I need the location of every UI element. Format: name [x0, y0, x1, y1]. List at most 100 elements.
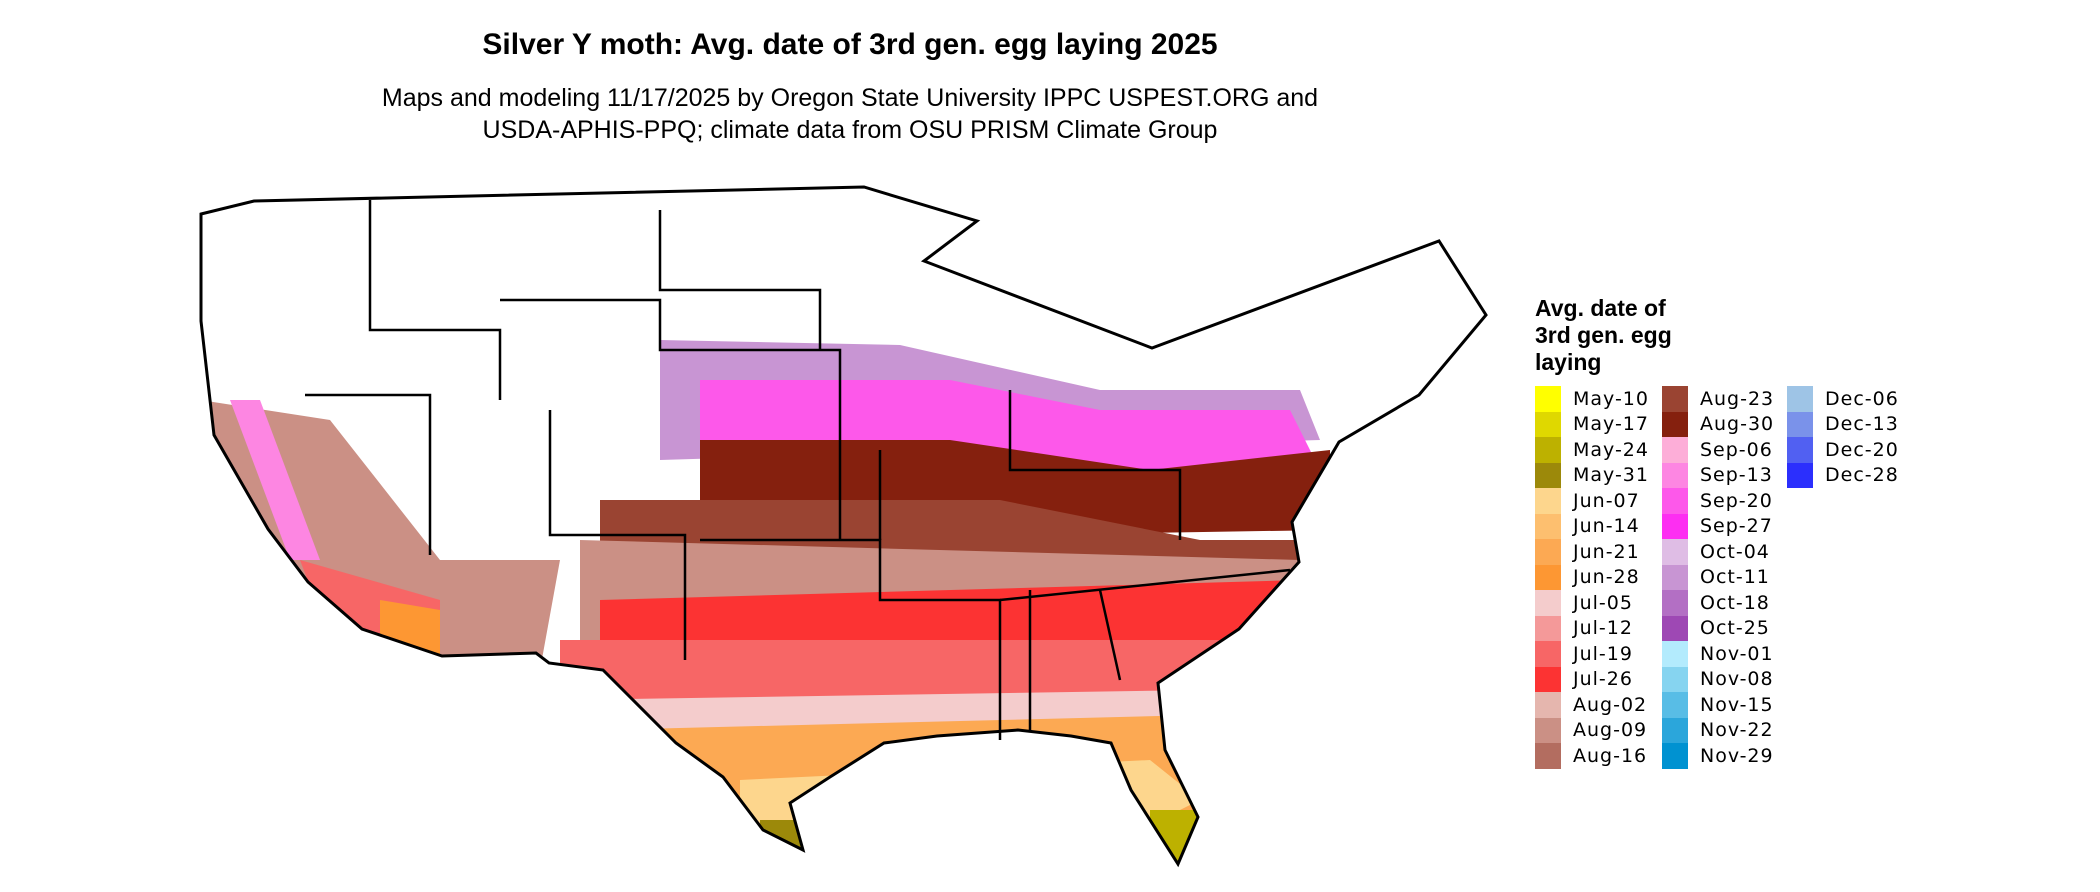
- legend-item: Aug-09: [1535, 717, 1657, 743]
- legend-label: Dec-13: [1825, 413, 1899, 436]
- legend-swatch: [1662, 692, 1688, 718]
- legend-item: Dec-06: [1787, 386, 1909, 412]
- legend-swatch: [1535, 717, 1561, 743]
- legend-item: Aug-23: [1662, 386, 1784, 412]
- legend-item: May-17: [1535, 411, 1657, 437]
- legend-swatch: [1662, 666, 1688, 692]
- legend-item: Oct-18: [1662, 590, 1784, 616]
- band-may-fl: [1150, 810, 1210, 864]
- legend-label: Aug-16: [1573, 744, 1648, 767]
- legend-swatch: [1787, 437, 1813, 463]
- legend-label: Nov-22: [1700, 719, 1774, 742]
- legend-swatch: [1535, 411, 1561, 437]
- legend-swatch: [1535, 437, 1561, 463]
- legend-swatch: [1535, 692, 1561, 718]
- legend-swatch: [1662, 717, 1688, 743]
- legend-item: Nov-22: [1662, 717, 1784, 743]
- legend-swatch: [1662, 743, 1688, 769]
- map-title: Silver Y moth: Avg. date of 3rd gen. egg…: [482, 28, 1218, 61]
- legend-label: Nov-29: [1700, 744, 1774, 767]
- legend-label: Oct-25: [1700, 617, 1770, 640]
- legend-label: May-17: [1573, 413, 1649, 436]
- legend-swatch: [1535, 564, 1561, 590]
- legend-label: Oct-04: [1700, 540, 1770, 563]
- legend-swatch: [1535, 666, 1561, 692]
- legend-label: Jul-26: [1573, 668, 1633, 691]
- legend-swatch: [1662, 564, 1688, 590]
- legend-item: Dec-20: [1787, 437, 1909, 463]
- band-may: [760, 820, 820, 864]
- legend-swatch: [1662, 488, 1688, 514]
- legend-item: Oct-25: [1662, 615, 1784, 641]
- legend-label: Jun-14: [1573, 515, 1640, 538]
- legend-item: May-24: [1535, 437, 1657, 463]
- legend-item: Jun-28: [1535, 564, 1657, 590]
- legend-item: Jul-19: [1535, 641, 1657, 667]
- legend-column-3: Dec-06 Dec-13 Dec-20 Dec-28: [1787, 386, 1909, 488]
- legend-swatch: [1662, 462, 1688, 488]
- legend-swatch: [1535, 641, 1561, 667]
- legend-swatch: [1662, 513, 1688, 539]
- legend-item: Aug-16: [1535, 743, 1657, 769]
- legend-item: May-31: [1535, 462, 1657, 488]
- legend-item: Jun-07: [1535, 488, 1657, 514]
- band-jun: [600, 715, 1220, 864]
- legend-label: Aug-30: [1700, 413, 1775, 436]
- legend-swatch: [1787, 411, 1813, 437]
- legend-item: Nov-01: [1662, 641, 1784, 667]
- legend-label: Aug-09: [1573, 719, 1648, 742]
- legend-title-line: Avg. date of: [1535, 295, 1666, 321]
- legend-item: Aug-30: [1662, 411, 1784, 437]
- legend-item: Sep-27: [1662, 513, 1784, 539]
- legend-item: Nov-29: [1662, 743, 1784, 769]
- legend-label: Aug-23: [1700, 387, 1775, 410]
- legend-label: Dec-06: [1825, 387, 1899, 410]
- legend: Avg. date of 3rd gen. egg laying May-10 M…: [1535, 295, 1935, 815]
- legend-item: Nov-15: [1662, 692, 1784, 718]
- legend-label: May-31: [1573, 464, 1649, 487]
- legend-swatch: [1662, 641, 1688, 667]
- legend-item: Dec-28: [1787, 462, 1909, 488]
- legend-swatch: [1535, 743, 1561, 769]
- legend-item: Sep-06: [1662, 437, 1784, 463]
- legend-label: Jun-21: [1573, 540, 1640, 563]
- legend-swatch: [1787, 462, 1813, 488]
- legend-label: Jul-05: [1573, 591, 1633, 614]
- legend-item: Jul-26: [1535, 666, 1657, 692]
- legend-title-line: laying: [1535, 349, 1602, 375]
- legend-label: Oct-11: [1700, 566, 1770, 589]
- legend-label: Aug-02: [1573, 693, 1648, 716]
- legend-swatch: [1535, 539, 1561, 565]
- legend-item: Oct-11: [1662, 564, 1784, 590]
- legend-item: Sep-13: [1662, 462, 1784, 488]
- legend-label: May-24: [1573, 438, 1649, 461]
- legend-title: Avg. date of 3rd gen. egg laying: [1535, 295, 1755, 376]
- legend-item: Sep-20: [1662, 488, 1784, 514]
- legend-swatch: [1662, 539, 1688, 565]
- legend-item: Jul-05: [1535, 590, 1657, 616]
- legend-item: Dec-13: [1787, 411, 1909, 437]
- legend-swatch: [1535, 615, 1561, 641]
- legend-label: Jul-12: [1573, 617, 1633, 640]
- legend-swatch: [1535, 386, 1561, 412]
- legend-swatch: [1535, 488, 1561, 514]
- legend-label: Jul-19: [1573, 642, 1633, 665]
- legend-swatch: [1535, 590, 1561, 616]
- legend-swatch: [1662, 590, 1688, 616]
- legend-swatch: [1662, 386, 1688, 412]
- legend-swatch: [1662, 615, 1688, 641]
- legend-label: Dec-28: [1825, 464, 1899, 487]
- legend-label: Nov-15: [1700, 693, 1774, 716]
- map-subtitle-line2: USDA-APHIS-PPQ; climate data from OSU PR…: [482, 116, 1218, 144]
- legend-label: Sep-13: [1700, 464, 1773, 487]
- legend-item: May-10: [1535, 386, 1657, 412]
- band-west-magenta: [230, 400, 320, 560]
- legend-label: Nov-01: [1700, 642, 1774, 665]
- legend-item: Jul-12: [1535, 615, 1657, 641]
- legend-item: Aug-02: [1535, 692, 1657, 718]
- legend-item: Jun-14: [1535, 513, 1657, 539]
- legend-swatch: [1535, 513, 1561, 539]
- legend-column-1: May-10 May-17 May-24 May-31 Jun-07 Jun-14 Jun-…: [1535, 386, 1657, 769]
- legend-swatch: [1662, 437, 1688, 463]
- legend-item: Jun-21: [1535, 539, 1657, 565]
